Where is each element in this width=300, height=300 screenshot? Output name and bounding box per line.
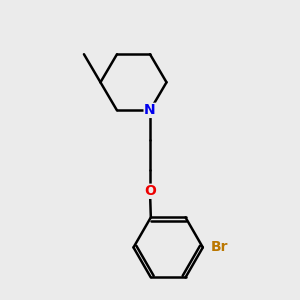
Text: N: N (144, 103, 156, 117)
Text: O: O (144, 184, 156, 198)
Text: Br: Br (211, 240, 228, 254)
